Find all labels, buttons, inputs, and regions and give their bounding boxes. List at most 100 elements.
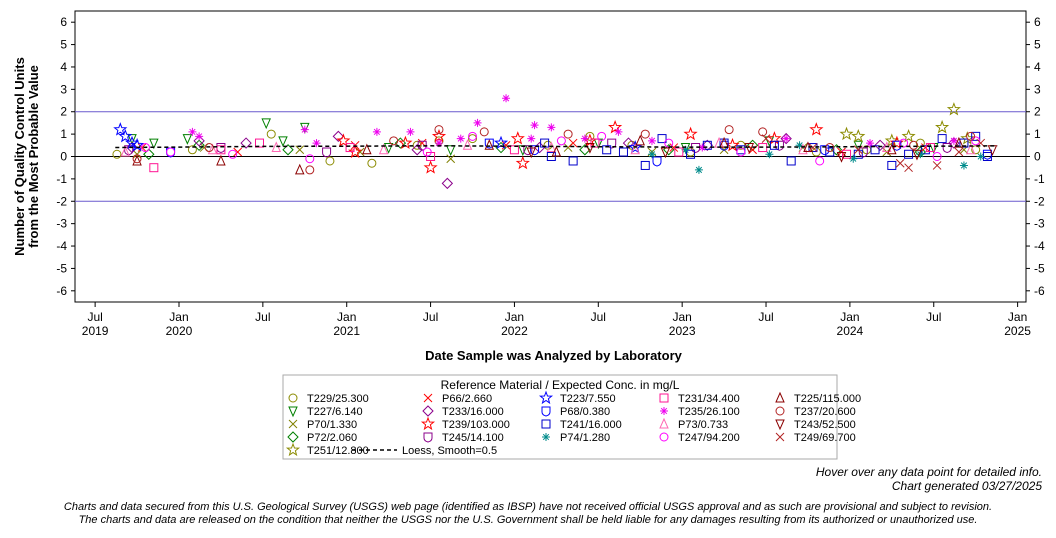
marker-asterisk <box>300 125 309 134</box>
marker-x <box>904 163 913 173</box>
series-t247-94-200 <box>140 131 981 166</box>
marker-asterisk <box>795 141 804 150</box>
marker-x <box>423 393 433 403</box>
marker-square <box>345 143 355 153</box>
marker-x <box>954 147 964 157</box>
marker-circle <box>563 129 573 139</box>
marker-x <box>355 147 365 157</box>
marker-circle <box>899 138 909 148</box>
marker-star <box>113 122 128 136</box>
y-tick-label-left: 3 <box>60 82 67 96</box>
marker-circle <box>228 149 238 159</box>
marker-triangle <box>551 145 562 157</box>
x-tick-year: 2022 <box>501 324 528 338</box>
marker-diamond <box>143 148 155 160</box>
marker-asterisk <box>372 127 381 136</box>
marker-triangle-down <box>278 136 288 148</box>
legend-label: T225/115.000 <box>794 393 861 405</box>
marker-circle <box>422 147 432 157</box>
marker-shield <box>523 145 533 156</box>
y-tick-label-right: 6 <box>1034 15 1041 29</box>
marker-circle <box>434 125 444 135</box>
marker-diamond <box>701 139 714 152</box>
legend-entry: T231/34.400 <box>659 393 740 405</box>
marker-diamond <box>193 139 205 152</box>
y-tick-label-left: 5 <box>60 38 67 52</box>
marker-circle <box>724 125 734 135</box>
marker-diamond <box>193 135 205 147</box>
marker-triangle-down <box>526 147 536 159</box>
marker-asterisk <box>949 136 958 145</box>
y-tick-label-left: -2 <box>56 194 67 208</box>
marker-triangle-down <box>912 149 922 161</box>
marker-triangle <box>659 417 669 429</box>
disclaimer-line-2: The charts and data are released on the … <box>78 514 978 526</box>
marker-square <box>736 145 746 155</box>
marker-star <box>336 133 351 147</box>
legend-label: T229/25.300 <box>307 393 369 405</box>
marker-triangle-down <box>744 143 755 154</box>
marker-triangle-down <box>853 140 864 152</box>
marker-square <box>640 160 650 170</box>
legend-label: T247/94.200 <box>678 432 740 444</box>
marker-square <box>216 145 226 155</box>
legend-entry: T229/25.300 <box>288 393 369 405</box>
legend-label: T243/52.500 <box>794 419 856 431</box>
marker-star <box>809 122 824 136</box>
x-tick-year: 2025 <box>1004 324 1031 338</box>
marker-star <box>608 119 623 134</box>
y-axis-title: Number of Quality Control Unitsfrom the … <box>12 57 41 256</box>
marker-diamond <box>287 431 299 443</box>
marker-asterisk <box>547 123 556 132</box>
y-tick-label-right: -5 <box>1034 261 1045 275</box>
marker-triangle <box>775 391 785 403</box>
legend-label: P72/2.060 <box>307 432 357 444</box>
marker-asterisk <box>312 139 321 148</box>
series-t225-115-000 <box>132 134 964 175</box>
marker-star <box>839 126 854 141</box>
y-tick-label-right: 4 <box>1034 60 1041 74</box>
marker-circle <box>166 147 176 157</box>
legend-label: P70/1.330 <box>307 419 357 431</box>
series-t231-34-400 <box>149 138 935 173</box>
marker-circle <box>932 152 942 161</box>
marker-star <box>946 102 961 116</box>
marker-x <box>288 419 298 429</box>
marker-x <box>233 147 243 157</box>
marker-shield <box>322 147 332 158</box>
marker-circle <box>468 134 478 144</box>
legend-entry: Loess, Smooth=0.5 <box>352 445 497 457</box>
marker-circle <box>736 147 746 157</box>
marker-square <box>618 147 628 157</box>
legend-label: T239/103.000 <box>442 419 510 431</box>
marker-triangle <box>362 143 372 155</box>
legend-entry: P70/1.330 <box>288 419 357 431</box>
marker-triangle-down <box>836 152 847 163</box>
marker-asterisk <box>502 94 511 103</box>
legend-label: T241/16.000 <box>560 419 622 431</box>
marker-circle <box>971 136 981 146</box>
x-tick-label: Jan <box>337 310 356 324</box>
y-tick-label-left: 1 <box>60 127 67 141</box>
y-tick-label-left: -5 <box>56 261 67 275</box>
legend-entry: T237/20.600 <box>775 406 856 418</box>
marker-diamond <box>422 405 434 417</box>
marker-square <box>702 140 712 150</box>
marker-star <box>628 140 643 154</box>
legend-entry: P73/0.733 <box>659 417 728 431</box>
marker-diamond <box>240 137 252 149</box>
marker-triangle <box>484 139 495 150</box>
marker-diamond <box>282 144 294 156</box>
hover-note: Hover over any data point for detailed i… <box>815 465 1042 479</box>
series-t241-16-000 <box>540 131 992 170</box>
marker-asterisk <box>434 139 443 148</box>
marker-asterisk <box>614 127 623 136</box>
y-tick-label-left: -3 <box>56 217 67 231</box>
y-tick-label-right: 5 <box>1034 38 1041 52</box>
marker-triangle <box>378 143 389 155</box>
marker-square <box>769 140 779 150</box>
legend-label: Loess, Smooth=0.5 <box>402 445 497 457</box>
marker-square <box>937 134 947 144</box>
legend-entry: T239/103.000 <box>420 416 510 431</box>
marker-star <box>423 160 438 174</box>
